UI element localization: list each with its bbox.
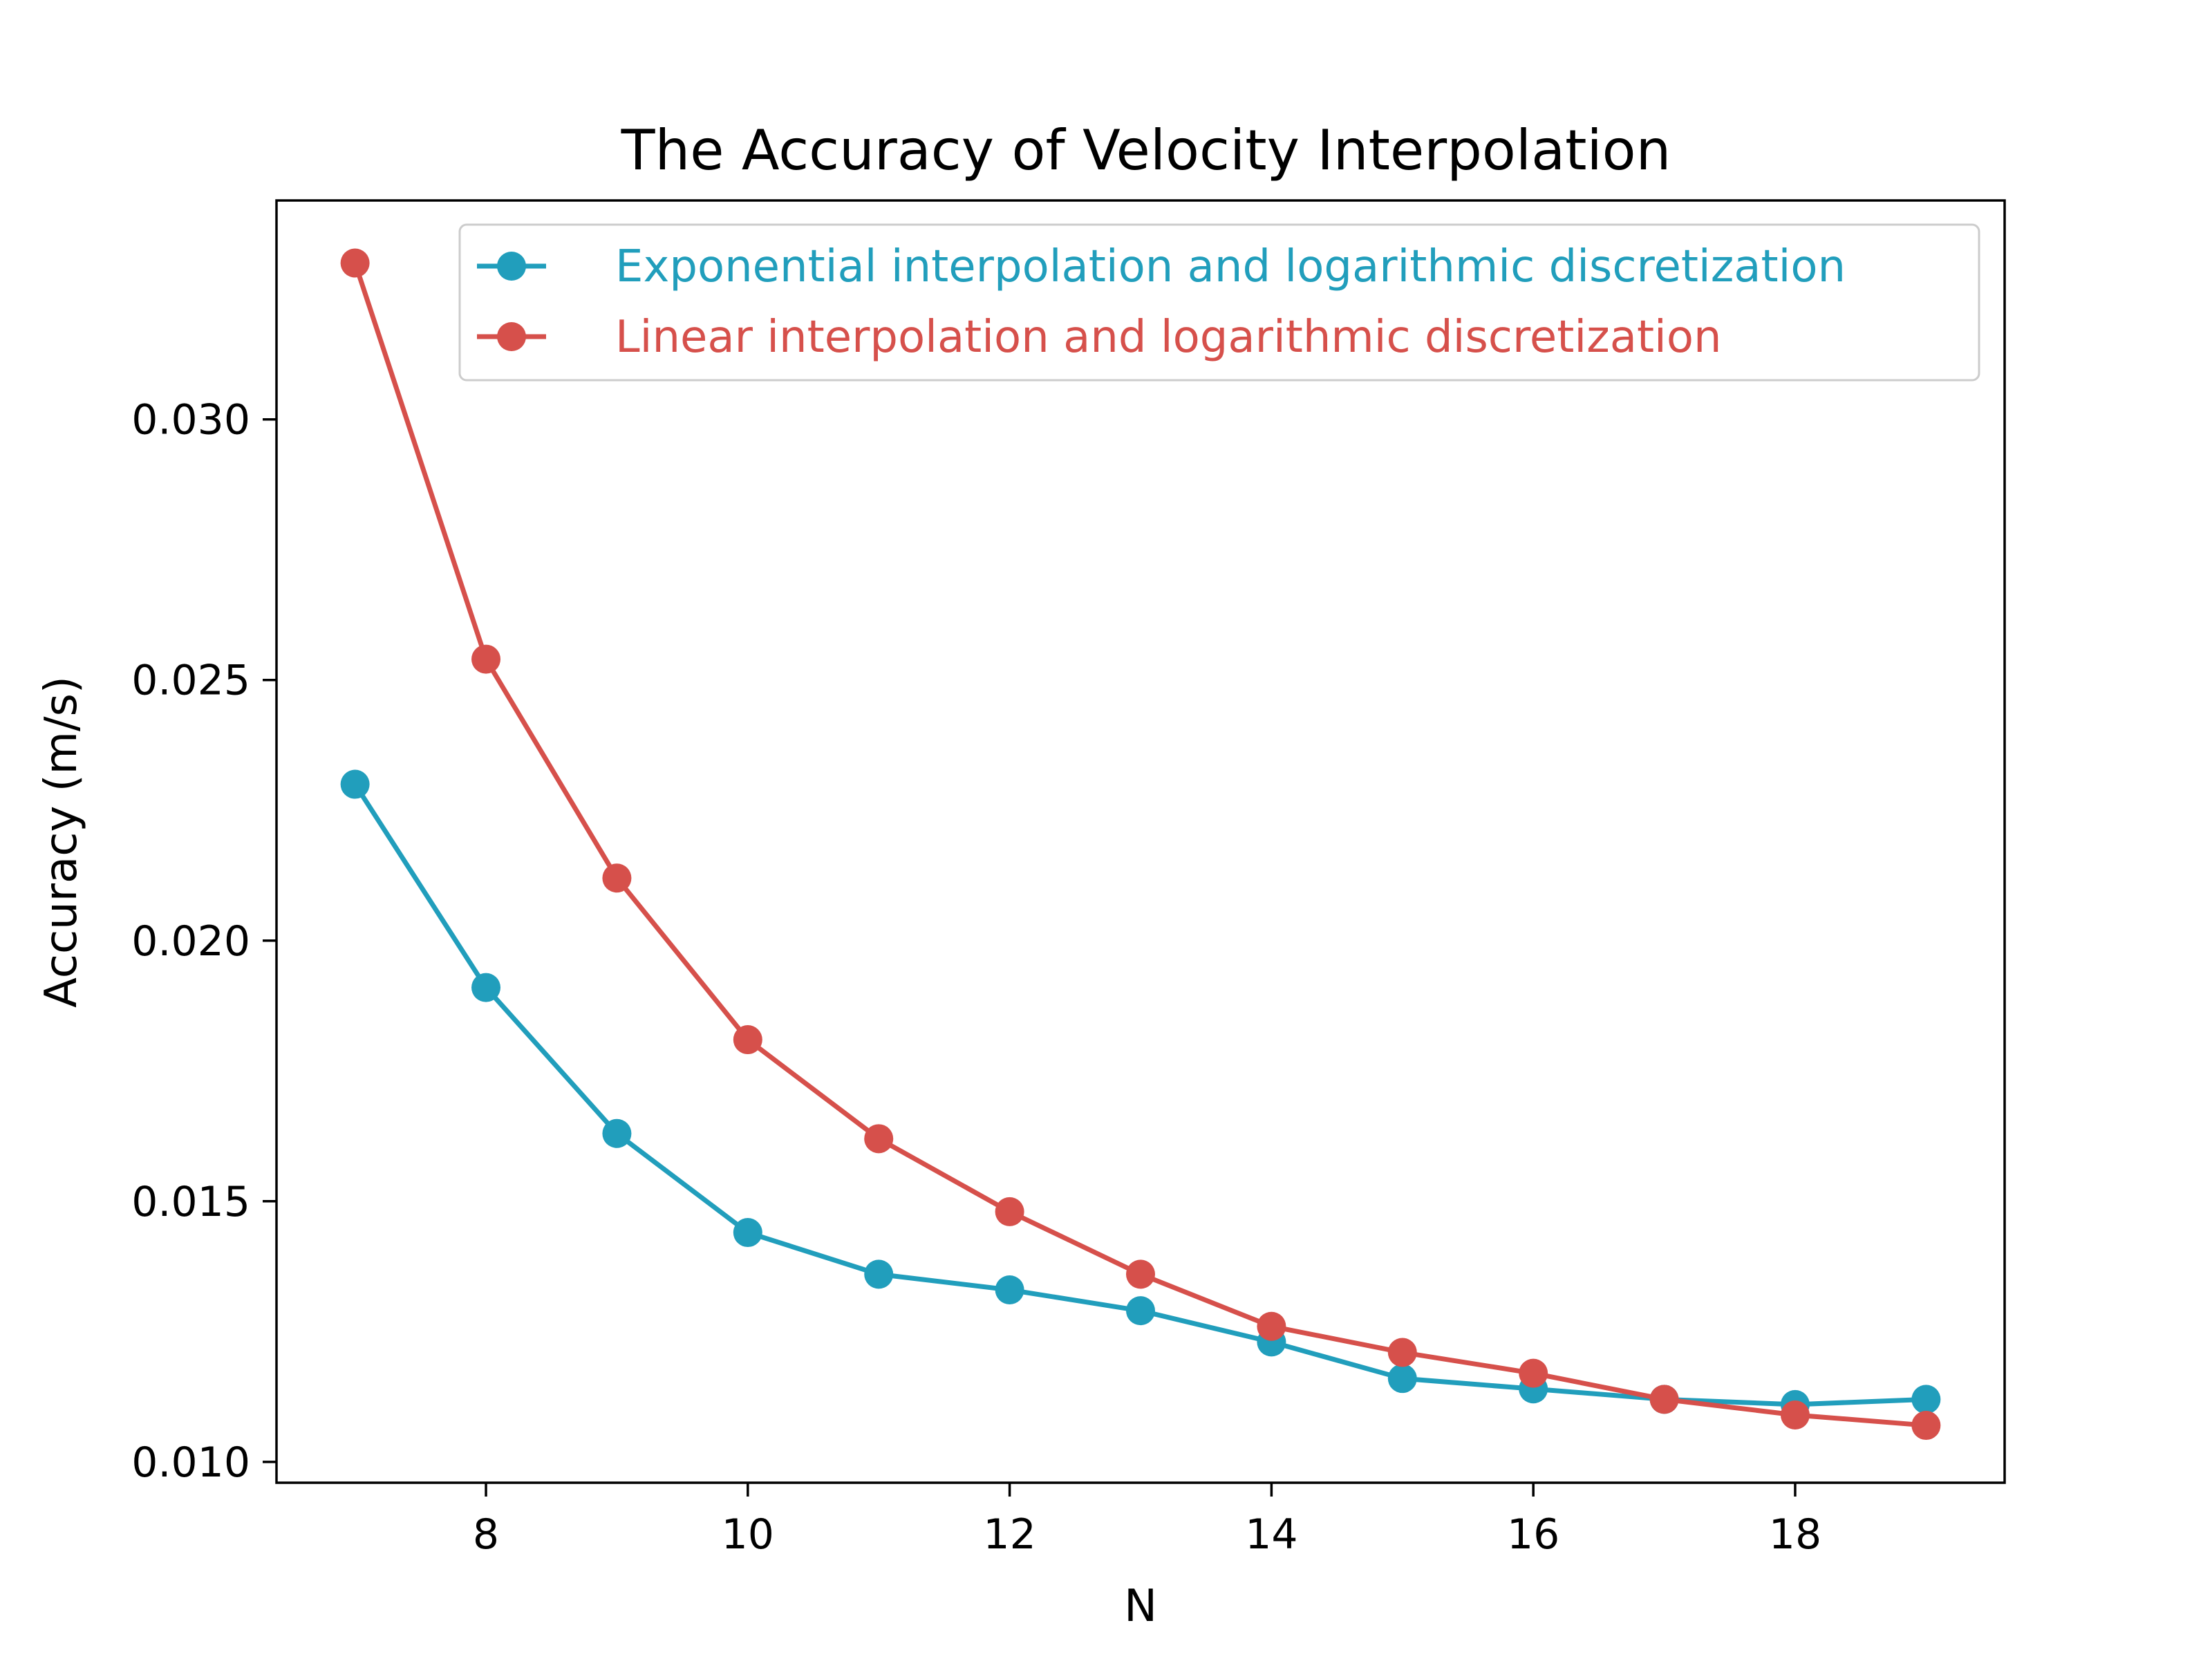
y-tick-label: 0.015	[131, 1178, 250, 1226]
data-point	[1911, 1385, 1941, 1414]
legend-marker	[497, 252, 526, 281]
data-point	[1387, 1364, 1417, 1394]
y-axis: 0.010 0.015 0.020 0.025 0.030	[131, 396, 276, 1487]
data-point	[733, 1025, 762, 1055]
plot-area	[340, 248, 1941, 1441]
data-point	[995, 1275, 1024, 1304]
plot-frame	[275, 199, 2006, 1484]
chart-title: The Accuracy of Velocity Interpolation	[621, 118, 1671, 182]
y-tick-label: 0.010	[131, 1438, 250, 1487]
data-point	[733, 1218, 762, 1248]
data-point	[1387, 1338, 1417, 1367]
legend-label: Linear interpolation and logarithmic dis…	[615, 312, 1722, 363]
data-point	[1519, 1358, 1548, 1388]
y-tick-label: 0.020	[131, 917, 250, 966]
y-tick-label: 0.030	[131, 396, 250, 444]
x-tick-label: 8	[473, 1510, 499, 1559]
data-point	[864, 1124, 894, 1154]
data-point	[1649, 1385, 1679, 1414]
x-tick-label: 16	[1507, 1510, 1559, 1559]
data-point	[1126, 1296, 1155, 1326]
data-point	[602, 863, 632, 893]
x-tick-label: 12	[983, 1510, 1035, 1559]
legend-marker	[497, 322, 526, 351]
legend-label: Exponential interpolation and logarithmi…	[615, 241, 1846, 292]
y-tick-label: 0.025	[131, 657, 250, 705]
data-point	[471, 973, 501, 1002]
x-tick-label: 18	[1769, 1510, 1821, 1559]
data-point	[864, 1259, 894, 1289]
data-point	[340, 769, 370, 799]
data-point	[995, 1197, 1024, 1226]
x-tick-label: 14	[1245, 1510, 1297, 1559]
legend: Exponential interpolation and logarithmi…	[458, 223, 1980, 382]
y-axis-label: Accuracy (m/s)	[36, 676, 87, 1008]
data-point	[340, 248, 370, 278]
data-point	[471, 644, 501, 674]
x-axis: 8 10 12 14 16 18	[473, 1483, 1821, 1559]
data-point	[602, 1118, 632, 1148]
data-point	[1126, 1259, 1155, 1289]
data-point	[1911, 1411, 1941, 1441]
legend-box	[458, 223, 1980, 382]
data-point	[1257, 1311, 1286, 1341]
x-tick-label: 10	[722, 1510, 774, 1559]
data-point	[1780, 1400, 1810, 1430]
x-axis-label: N	[1124, 1581, 1157, 1632]
